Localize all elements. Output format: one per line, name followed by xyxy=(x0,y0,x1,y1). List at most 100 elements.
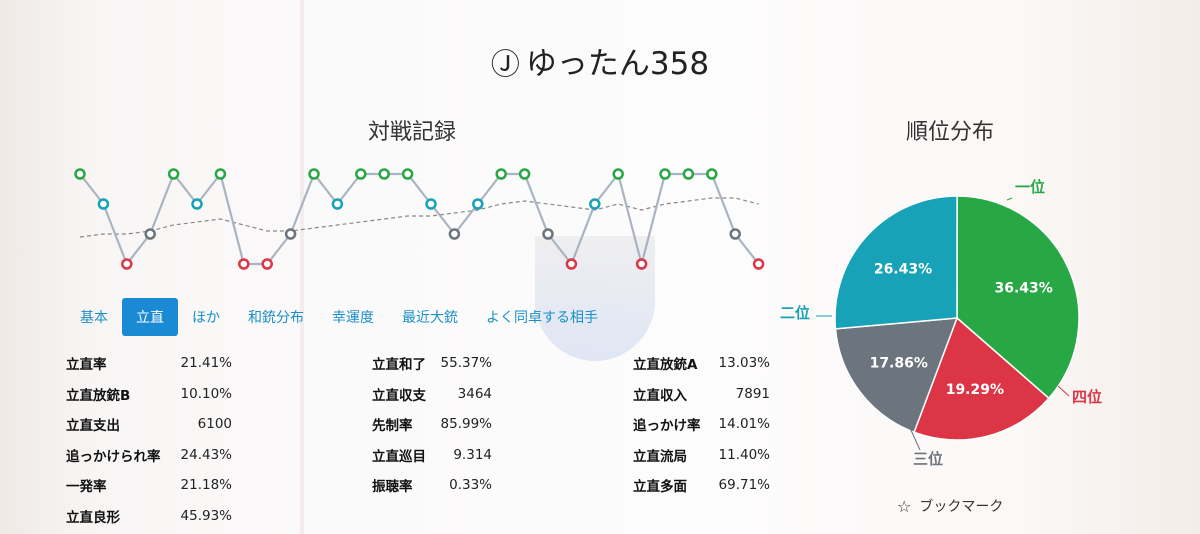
tab-luck[interactable]: 幸運度 xyxy=(332,310,374,326)
stat-row: 立直流局 11.40% xyxy=(633,440,770,471)
stat-label: 追っかけられ率 xyxy=(66,448,161,465)
player-badge-icon: Ⓙ xyxy=(490,47,520,81)
rank-point xyxy=(308,168,320,180)
rank-point xyxy=(448,228,461,240)
stat-row: 立直巡目 9.314 xyxy=(372,440,492,471)
rank-point xyxy=(121,258,133,270)
stat-value: 0.33% xyxy=(449,477,492,494)
stat-row: 振聴率 0.33% xyxy=(372,470,492,501)
stat-value: 6100 xyxy=(197,416,232,433)
rank-point xyxy=(284,228,297,240)
stat-value: 55.37% xyxy=(440,355,492,372)
stat-value: 7891 xyxy=(735,385,770,402)
stat-label: 追っかけ率 xyxy=(633,418,701,435)
rank-point xyxy=(589,198,601,210)
tab-frequent-opponents[interactable]: よく同卓する相手 xyxy=(486,310,598,326)
stat-row: 立直放銃B 10.10% xyxy=(66,379,232,410)
tab-win-distribution[interactable]: 和銃分布 xyxy=(248,310,304,326)
pie-slice-value: 17.86% xyxy=(870,355,928,371)
stat-label: 立直放銃A xyxy=(633,357,698,374)
stat-row: 立直収支 3464 xyxy=(372,379,492,410)
rank-point xyxy=(144,228,156,240)
bookmark-button[interactable]: ☆ ブックマーク xyxy=(897,496,1003,516)
stat-label: 立直率 xyxy=(66,357,107,374)
player-name: ゆったん358 xyxy=(525,46,710,82)
page-title: Ⓙ ゆったん358 xyxy=(0,38,1200,83)
tab-riichi[interactable]: 立直 xyxy=(122,298,178,336)
stat-label: 立直収支 xyxy=(372,387,426,404)
rank-point xyxy=(238,258,250,270)
rank-point xyxy=(331,198,344,210)
rank-point xyxy=(659,168,671,180)
stat-label: 振聴率 xyxy=(372,479,413,496)
rank-point xyxy=(752,258,765,270)
stats-column-3: 立直放銃A 13.03% 立直収入 7891 追っかけ率 14.01% 立直流局 11.… xyxy=(633,348,770,501)
rank-point xyxy=(378,168,390,180)
rank-point xyxy=(565,258,578,270)
stat-label: 立直多面 xyxy=(633,479,687,496)
rank-point xyxy=(167,168,180,180)
stat-label: 立直和了 xyxy=(372,357,426,374)
stat-row: 立直多面 69.71% xyxy=(633,470,770,501)
stat-row: 立直支出 6100 xyxy=(66,409,232,440)
pie-slice-label: 三位 xyxy=(913,450,943,468)
rank-point xyxy=(495,168,507,180)
rank-point xyxy=(706,168,718,180)
stat-label: 立直流局 xyxy=(633,448,687,465)
pie-slice-value: 19.29% xyxy=(946,382,1004,398)
rank-section-title: 順位分布 xyxy=(906,120,995,145)
stat-value: 24.43% xyxy=(180,446,232,463)
stat-label: 先制率 xyxy=(372,418,413,435)
stats-tabs: 基本 立直 ほか 和銃分布 幸運度 最近大銃 よく同卓する相手 xyxy=(66,298,612,336)
stat-label: 立直放銃B xyxy=(66,387,131,404)
tab-recent-big-win[interactable]: 最近大銃 xyxy=(402,310,458,326)
pie-slice xyxy=(956,195,1080,400)
pie-slice xyxy=(834,317,959,434)
rank-point xyxy=(542,228,554,240)
rank-point xyxy=(682,168,695,180)
stat-row: 追っかけられ率 24.43% xyxy=(66,440,232,471)
stat-value: 11.40% xyxy=(718,446,770,463)
pie-slice-label: 一位 xyxy=(1015,178,1045,196)
pie-label-connector xyxy=(909,427,921,451)
stat-row: 立直率 21.41% xyxy=(66,348,232,379)
rank-line xyxy=(79,171,760,269)
tab-basic[interactable]: 基本 xyxy=(80,310,108,326)
rank-point xyxy=(261,258,273,270)
rank-point xyxy=(612,168,624,180)
pie-slice-value: 36.43% xyxy=(994,281,1052,297)
pie-slice xyxy=(913,316,1050,441)
stat-label: 立直支出 xyxy=(66,418,120,435)
rank-point xyxy=(191,198,203,210)
stat-value: 21.18% xyxy=(180,477,232,494)
rank-point xyxy=(472,198,484,210)
stats-column-1: 立直率 21.41% 立直放銃B 10.10% 立直支出 6100 追っかけられ率 24… xyxy=(66,348,232,531)
stat-value: 85.99% xyxy=(440,416,492,433)
stat-value: 10.10% xyxy=(180,385,232,402)
stat-label: 立直巡目 xyxy=(372,448,426,465)
stat-value: 3464 xyxy=(457,385,492,402)
pie-slice-label: 二位 xyxy=(780,304,810,322)
rank-distribution-chart: 36.43% 一位 19.29% 四位 17.86% 三位 26.43% 二位 xyxy=(780,178,1102,468)
rank-point xyxy=(635,258,648,270)
rank-point xyxy=(729,228,741,240)
pie-label-connector xyxy=(1057,385,1070,397)
pie-slice-value: 26.43% xyxy=(874,262,932,278)
stat-value: 9.314 xyxy=(453,446,492,463)
star-icon: ☆ xyxy=(897,496,912,516)
pie-slice-label: 四位 xyxy=(1072,388,1102,406)
stat-row: 立直収入 7891 xyxy=(633,379,770,410)
stat-row: 追っかけ率 14.01% xyxy=(633,409,770,440)
stat-row: 先制率 85.99% xyxy=(372,409,492,440)
stat-value: 69.71% xyxy=(718,477,770,494)
rank-point xyxy=(355,168,367,180)
rank-point xyxy=(214,168,227,180)
stat-value: 45.93% xyxy=(180,507,232,524)
record-section-title: 対戦記録 xyxy=(368,120,457,145)
tab-other[interactable]: ほか xyxy=(192,310,220,326)
pie-slice xyxy=(834,195,958,330)
stats-column-2: 立直和了 55.37% 立直収支 3464 先制率 85.99% 立直巡目 9.314 … xyxy=(372,348,492,501)
stat-row: 立直良形 45.93% xyxy=(66,501,232,532)
stat-label: 立直良形 xyxy=(66,509,120,526)
average-rank-line xyxy=(79,197,759,238)
